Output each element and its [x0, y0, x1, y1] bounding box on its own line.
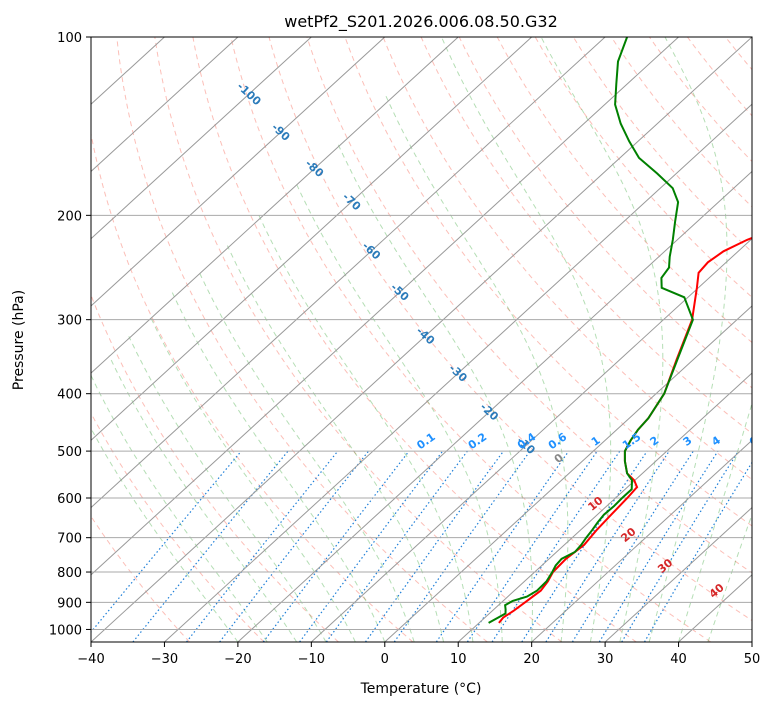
isobar-lines	[91, 37, 752, 630]
dry-adiabat	[91, 515, 190, 642]
dry-adiabat	[116, 37, 488, 642]
mixing-ratio-line	[262, 450, 410, 642]
isotherm-line	[91, 37, 533, 442]
isotherm-line	[604, 506, 752, 642]
y-tick-label: 900	[57, 596, 82, 611]
x-tick-label: 20	[523, 652, 540, 667]
dry-adiabat	[91, 412, 265, 642]
isotherm-line	[91, 37, 239, 173]
x-tick-label: −40	[77, 652, 104, 667]
y-tick-label: 100	[57, 31, 82, 46]
moist-adiabat	[199, 272, 415, 642]
moist-adiabat	[128, 336, 327, 642]
dewpoint-profile-line	[488, 37, 694, 624]
isotherm-line	[384, 305, 752, 642]
dry-adiabat	[154, 37, 563, 642]
moist-adiabat	[149, 315, 356, 642]
mixing-ratio-line	[466, 450, 598, 642]
isotherm-line	[91, 37, 752, 642]
moist-adiabat	[678, 401, 752, 642]
y-axis-label: Pressure (hPa)	[11, 290, 27, 390]
x-tick-label: 40	[670, 652, 687, 667]
dry-adiabat	[192, 37, 637, 642]
moist-adiabat	[108, 355, 298, 642]
mixing-ratio-line	[91, 450, 242, 633]
moist-adiabat	[258, 215, 474, 642]
mixing-ratio-line	[365, 450, 504, 642]
mixing-ratio-line	[521, 450, 648, 642]
mixing-ratio-line	[545, 450, 670, 642]
isotherm-line	[310, 237, 752, 642]
x-tick-label: 30	[597, 652, 614, 667]
isotherm-line	[91, 37, 386, 307]
mixing-ratio-line	[491, 450, 621, 642]
y-tick-label: 400	[57, 388, 82, 403]
mixing-ratio-line	[132, 450, 289, 642]
mixing-ratio-line	[621, 450, 739, 642]
isotherm-line	[91, 37, 459, 374]
x-axis: −40 −30 −20 −10 0 10 20 30 40 50	[77, 642, 760, 667]
isotherm-line	[237, 170, 752, 642]
mixing-ratio-line	[598, 450, 719, 642]
isotherm-line	[91, 37, 606, 509]
mixing-ratio-line	[571, 450, 694, 642]
isotherm-line	[91, 37, 679, 576]
mixing-ratio-label: 6	[747, 434, 761, 449]
dry-adiabat	[268, 37, 752, 622]
x-tick-label: −30	[151, 652, 178, 667]
isotherm-line	[91, 37, 312, 240]
mixing-ratio-lines	[91, 450, 752, 642]
moist-adiabat	[384, 94, 569, 642]
isotherm-lines	[91, 37, 752, 642]
plot-frame	[90, 36, 753, 643]
moist-adiabat	[648, 37, 728, 642]
y-axis: 1000 900 800 700 600 500 400 300 200 100	[49, 31, 91, 638]
x-tick-label: −10	[298, 652, 325, 667]
moist-adiabat	[171, 292, 386, 642]
moist-adiabat	[91, 374, 268, 642]
y-tick-label: 600	[57, 492, 82, 507]
y-tick-label: 500	[57, 445, 82, 460]
dry-adiabat	[496, 37, 752, 344]
y-tick-label: 300	[57, 314, 82, 329]
dry-adiabat	[534, 37, 752, 298]
y-tick-label: 700	[57, 532, 82, 547]
x-tick-label: 10	[450, 652, 467, 667]
moist-adiabat	[226, 245, 444, 642]
x-tick-label: 0	[381, 652, 389, 667]
mixing-ratio-line	[325, 450, 468, 642]
y-tick-label: 200	[57, 209, 82, 224]
mixing-ratio-line	[186, 450, 339, 642]
x-tick-label: 50	[744, 652, 761, 667]
y-tick-label: 1000	[49, 623, 82, 638]
moist-adiabat	[441, 37, 612, 642]
isotherm-line	[531, 439, 752, 642]
mixing-ratio-line	[299, 450, 444, 642]
isotherm-line	[457, 372, 752, 642]
y-tick-label: 800	[57, 566, 82, 581]
dry-adiabat	[91, 293, 339, 642]
chart-title: wetPf2_S201.2026.006.08.50.G32	[284, 12, 558, 32]
isotherm-line	[164, 103, 752, 642]
x-axis-label: Temperature (°C)	[360, 681, 482, 697]
mixing-ratio-line	[435, 450, 570, 642]
dry-adiabat	[382, 37, 752, 481]
moist-adiabat	[91, 427, 239, 642]
sounding-profiles	[488, 37, 752, 624]
x-tick-label: −20	[224, 652, 251, 667]
